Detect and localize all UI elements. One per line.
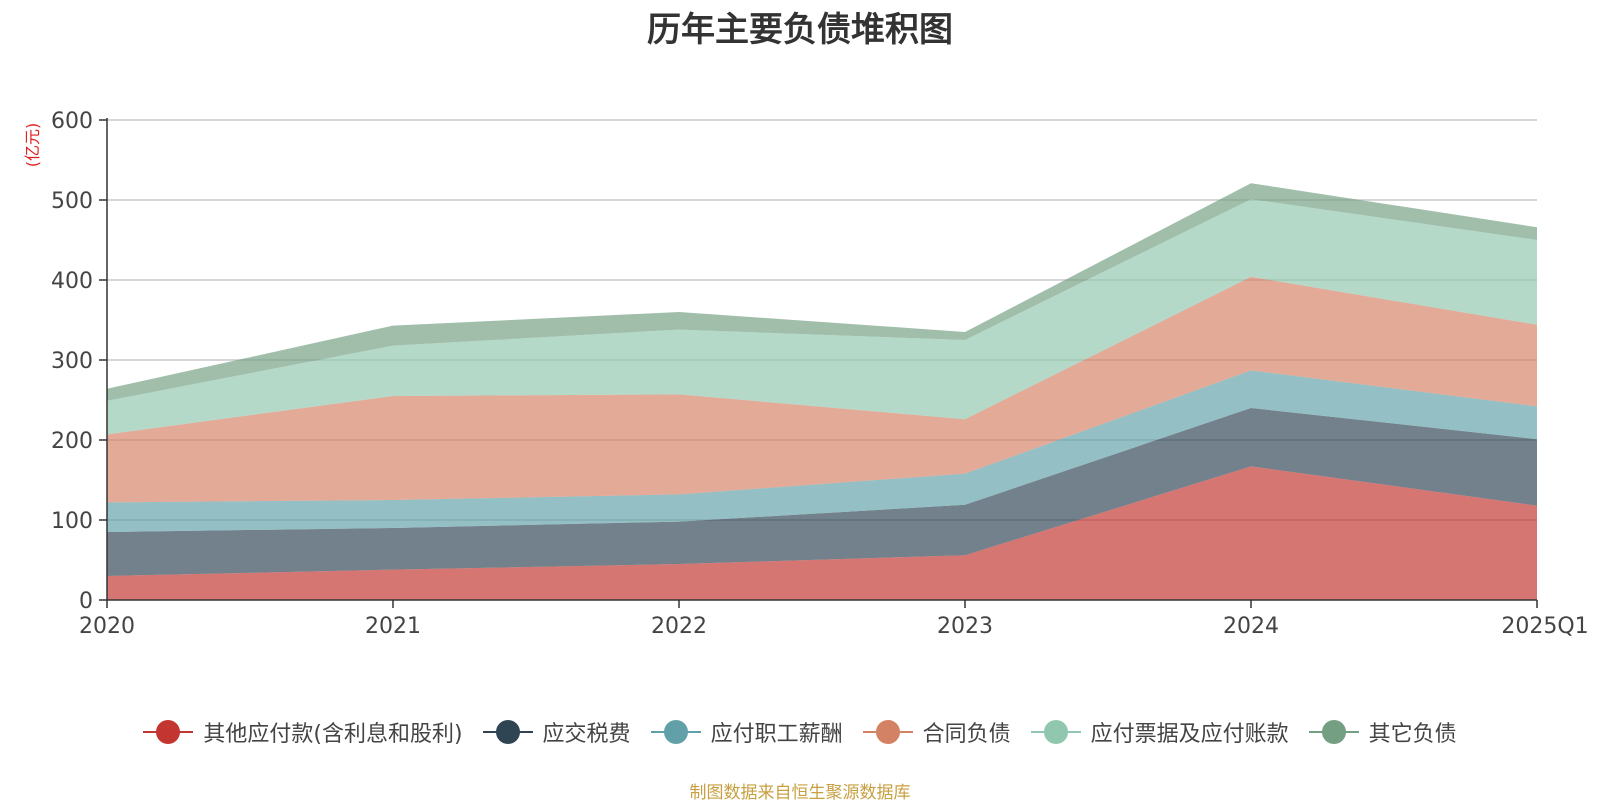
legend-item-6[interactable]: 其它负债: [1308, 716, 1457, 748]
axis-layer: 0 100 200 300 400 500 600 2020 2021 2022 2023 2024 2…: [51, 109, 1589, 639]
area-series-4: [107, 276, 1537, 503]
legend-label: 合同负债: [922, 722, 1011, 747]
legend-dot: [495, 720, 520, 744]
x-tick-label: 2022: [651, 614, 707, 639]
source-note: 制图数据来自恒生聚源数据库: [689, 783, 911, 803]
x-tick-label: 2024: [1223, 614, 1279, 639]
y-tick-label: 600: [51, 109, 93, 134]
legend-item-4[interactable]: 合同负债: [862, 716, 1011, 748]
x-tick-label: 2021: [365, 614, 421, 639]
area-layer: [107, 183, 1537, 600]
area-series-3: [107, 370, 1537, 532]
y-axis-unit-label: (亿元): [23, 123, 42, 168]
legend-item-1[interactable]: 其他应付款(含利息和股利): [143, 716, 463, 748]
y-tick-label: 100: [51, 509, 93, 534]
legend-marker-icon: [1308, 720, 1359, 744]
legend-label: 应付职工薪酬: [710, 722, 843, 747]
legend-marker-icon: [650, 720, 701, 744]
legend: 其他应付款(含利息和股利) 应交税费 应付职工薪酬 合同负债 应付票据及应付账款 其它负债: [0, 716, 1600, 750]
area-series-5: [107, 199, 1537, 435]
legend-marker-icon: [482, 720, 533, 744]
y-tick-label: 300: [51, 349, 93, 374]
legend-dot: [663, 720, 688, 744]
x-tick-label: 2025Q1: [1501, 614, 1588, 639]
x-tick-label: 2020: [79, 614, 135, 639]
legend-item-3[interactable]: 应付职工薪酬: [650, 716, 843, 748]
legend-label: 其他应付款(含利息和股利): [203, 722, 463, 747]
legend-dot: [1321, 720, 1346, 744]
y-tick-label: 500: [51, 189, 93, 214]
legend-marker-icon: [862, 720, 913, 744]
legend-label: 应付票据及应付账款: [1090, 722, 1289, 747]
legend-label: 其它负债: [1368, 722, 1457, 747]
area-series-2: [107, 408, 1537, 576]
legend-item-5[interactable]: 应付票据及应付账款: [1030, 716, 1289, 748]
legend-marker-icon: [1030, 720, 1081, 744]
legend-dot: [156, 720, 181, 744]
y-tick-label: 400: [51, 269, 93, 294]
legend-dot: [875, 720, 900, 744]
y-tick-label: 200: [51, 429, 93, 454]
legend-item-2[interactable]: 应交税费: [482, 716, 631, 748]
legend-marker-icon: [143, 720, 194, 744]
chart-title: 历年主要负债堆积图: [647, 10, 953, 50]
area-series-1: [107, 466, 1537, 600]
legend-label: 应交税费: [542, 722, 631, 747]
legend-dot: [1043, 720, 1068, 744]
x-tick-label: 2023: [937, 614, 993, 639]
y-tick-label: 0: [79, 589, 93, 614]
